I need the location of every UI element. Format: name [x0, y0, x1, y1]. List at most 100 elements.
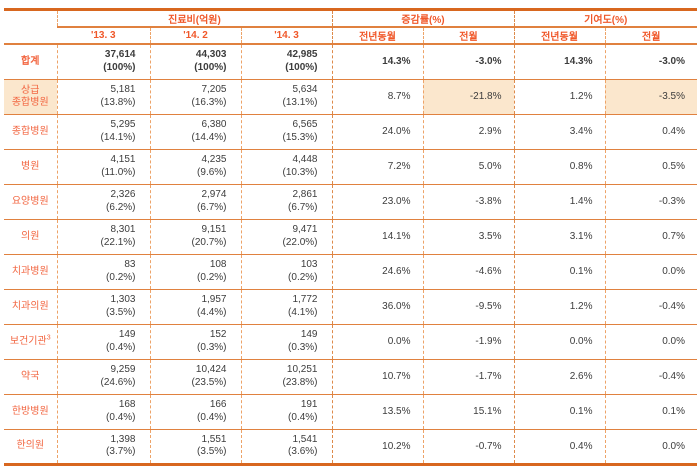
- contribution-cell: 2.6%: [513, 359, 605, 395]
- row-label: 종합병원: [4, 114, 57, 150]
- contribution-cell: -0.3%: [604, 184, 697, 220]
- cost-value-cell: 37,614 (100%): [56, 44, 150, 80]
- contribution-cell: 0.8%: [513, 149, 605, 185]
- footnote-marker: 3: [46, 334, 51, 342]
- contribution-cell: 0.1%: [513, 394, 605, 430]
- table-row: 종합병원 5,295 (14.1%) 6,380 (14.4%) 6,565 (15.3%)…: [4, 114, 697, 150]
- contribution-cell: 1.2%: [513, 289, 605, 325]
- cost-value-cell: 149 (0.4%): [56, 324, 150, 360]
- row-label: 치과의원: [4, 289, 57, 325]
- table-row: 상급 종합병원 5,181 (13.8%) 7,205 (16.3%) 5,634 (13.1…: [4, 79, 697, 115]
- contribution-cell: 0.4%: [513, 429, 605, 464]
- row-label: 한의원: [16, 440, 45, 451]
- cost-value-cell: 4,235 (9.6%): [149, 149, 241, 185]
- row-label: 보건기관3: [4, 324, 57, 360]
- header-col-2013-03: '13. 3: [57, 27, 150, 45]
- cost-value-cell: 103 (0.2%): [240, 254, 332, 290]
- contribution-cell: 0.7%: [604, 219, 697, 255]
- growth-rate-cell: -1.9%: [422, 324, 514, 360]
- header-col-contrib-yoy: 전년동월: [513, 27, 605, 45]
- contribution-cell: 3.1%: [513, 219, 605, 255]
- table-row: 병원 4,151 (11.0%) 4,235 (9.6%) 4,448 (10.3%) 7.2…: [4, 149, 697, 185]
- cost-value-cell: 9,259 (24.6%): [56, 359, 150, 395]
- growth-rate-cell: 0.0%: [331, 324, 423, 360]
- growth-rate-cell: 5.0%: [422, 149, 514, 185]
- growth-rate-cell: -3.0%: [422, 44, 514, 80]
- growth-rate-cell: -9.5%: [422, 289, 514, 325]
- header-group-contribution: 기여도(%): [513, 9, 697, 28]
- growth-rate-cell: -1.7%: [422, 359, 514, 395]
- cost-value-cell: 191 (0.4%): [240, 394, 332, 430]
- growth-rate-cell: 2.9%: [422, 114, 514, 150]
- cost-value-cell: 4,151 (11.0%): [56, 149, 150, 185]
- cost-value-cell: 8,301 (22.1%): [56, 219, 150, 255]
- table-row: 합계 37,614 (100%) 44,303 (100%) 42,985 (100%) 14…: [4, 44, 697, 80]
- row-label: 병원: [4, 149, 57, 185]
- table-row: 한의원 1,398 (3.7%) 1,551 (3.5%) 1,541 (3.6%) 10.2…: [4, 429, 697, 464]
- contribution-cell: -0.4%: [604, 359, 697, 395]
- table-row: 의원 8,301 (22.1%) 9,151 (20.7%) 9,471 (22.0%) 14…: [4, 219, 697, 255]
- table-header: 진료비(억원) 증감률(%) 기여도(%) '13. 3 '14. 2 '14.…: [4, 9, 697, 45]
- header-col-growth-mom: 전월: [422, 27, 514, 45]
- contribution-cell: 0.0%: [604, 324, 697, 360]
- cost-value-cell: 9,151 (20.7%): [149, 219, 241, 255]
- cost-value-cell: 1,551 (3.5%): [149, 429, 241, 464]
- cost-value-cell: 10,424 (23.5%): [149, 359, 241, 395]
- cost-value-cell: 7,205 (16.3%): [149, 79, 241, 115]
- cost-value-cell: 1,772 (4.1%): [240, 289, 332, 325]
- table-row: 한방병원 168 (0.4%) 166 (0.4%) 191 (0.4%) 13.5% 15.1…: [4, 394, 697, 430]
- cost-value-cell: 1,541 (3.6%): [240, 429, 332, 464]
- cost-value-cell: 5,181 (13.8%): [56, 79, 150, 115]
- cost-value-cell: 44,303 (100%): [149, 44, 241, 80]
- growth-rate-cell: 24.6%: [331, 254, 423, 290]
- growth-rate-cell: 24.0%: [331, 114, 423, 150]
- growth-rate-cell: -3.8%: [422, 184, 514, 220]
- table-row: 약국 9,259 (24.6%) 10,424 (23.5%) 10,251 (23.8%)…: [4, 359, 697, 395]
- contribution-cell: 14.3%: [513, 44, 605, 80]
- table-row: 요양병원 2,326 (6.2%) 2,974 (6.7%) 2,861 (6.7%) 23.…: [4, 184, 697, 220]
- contribution-cell: -3.5%: [604, 79, 697, 115]
- cost-value-cell: 2,974 (6.7%): [149, 184, 241, 220]
- cost-value-cell: 5,634 (13.1%): [240, 79, 332, 115]
- contribution-cell: 1.2%: [513, 79, 605, 115]
- cost-value-cell: 10,251 (23.8%): [240, 359, 332, 395]
- cost-value-cell: 83 (0.2%): [56, 254, 150, 290]
- contribution-cell: 0.0%: [604, 254, 697, 290]
- cost-value-cell: 1,303 (3.5%): [56, 289, 150, 325]
- growth-rate-cell: 36.0%: [331, 289, 423, 325]
- table-row: 치과병원 83 (0.2%) 108 (0.2%) 103 (0.2%) 24.6% -4.6%…: [4, 254, 697, 290]
- contribution-cell: 0.1%: [513, 254, 605, 290]
- cost-value-cell: 6,380 (14.4%): [149, 114, 241, 150]
- contribution-cell: -0.4%: [604, 289, 697, 325]
- contribution-cell: 0.0%: [604, 429, 697, 464]
- row-label: 합계: [4, 44, 57, 80]
- cost-value-cell: 1,957 (4.4%): [149, 289, 241, 325]
- growth-rate-cell: 8.7%: [331, 79, 423, 115]
- medical-expense-table: 진료비(억원) 증감률(%) 기여도(%) '13. 3 '14. 2 '14.…: [4, 8, 697, 466]
- cost-value-cell: 168 (0.4%): [56, 394, 150, 430]
- row-label: 요양병원: [4, 184, 57, 220]
- growth-rate-cell: 14.1%: [331, 219, 423, 255]
- cost-value-cell: 166 (0.4%): [149, 394, 241, 430]
- growth-rate-cell: 15.1%: [422, 394, 514, 430]
- cost-value-cell: 2,861 (6.7%): [240, 184, 332, 220]
- growth-rate-cell: -0.7%: [422, 429, 514, 464]
- growth-rate-cell: 10.2%: [331, 429, 423, 464]
- growth-rate-cell: -4.6%: [422, 254, 514, 290]
- cost-value-cell: 149 (0.3%): [240, 324, 332, 360]
- growth-rate-cell: 23.0%: [331, 184, 423, 220]
- growth-rate-cell: 3.5%: [422, 219, 514, 255]
- contribution-cell: -3.0%: [604, 44, 697, 80]
- contribution-cell: 0.0%: [513, 324, 605, 360]
- row-label: 의원: [4, 219, 57, 255]
- row-label: 약국: [4, 359, 57, 395]
- cost-value-cell: 42,985 (100%): [240, 44, 332, 80]
- growth-rate-cell: 7.2%: [331, 149, 423, 185]
- growth-rate-cell: 13.5%: [331, 394, 423, 430]
- cost-value-cell: 6,565 (15.3%): [240, 114, 332, 150]
- growth-rate-cell: 14.3%: [331, 44, 423, 80]
- cost-value-cell: 9,471 (22.0%): [240, 219, 332, 255]
- header-col-growth-yoy: 전년동월: [331, 27, 423, 45]
- header-col-contrib-mom: 전월: [604, 27, 697, 45]
- contribution-cell: 0.1%: [604, 394, 697, 430]
